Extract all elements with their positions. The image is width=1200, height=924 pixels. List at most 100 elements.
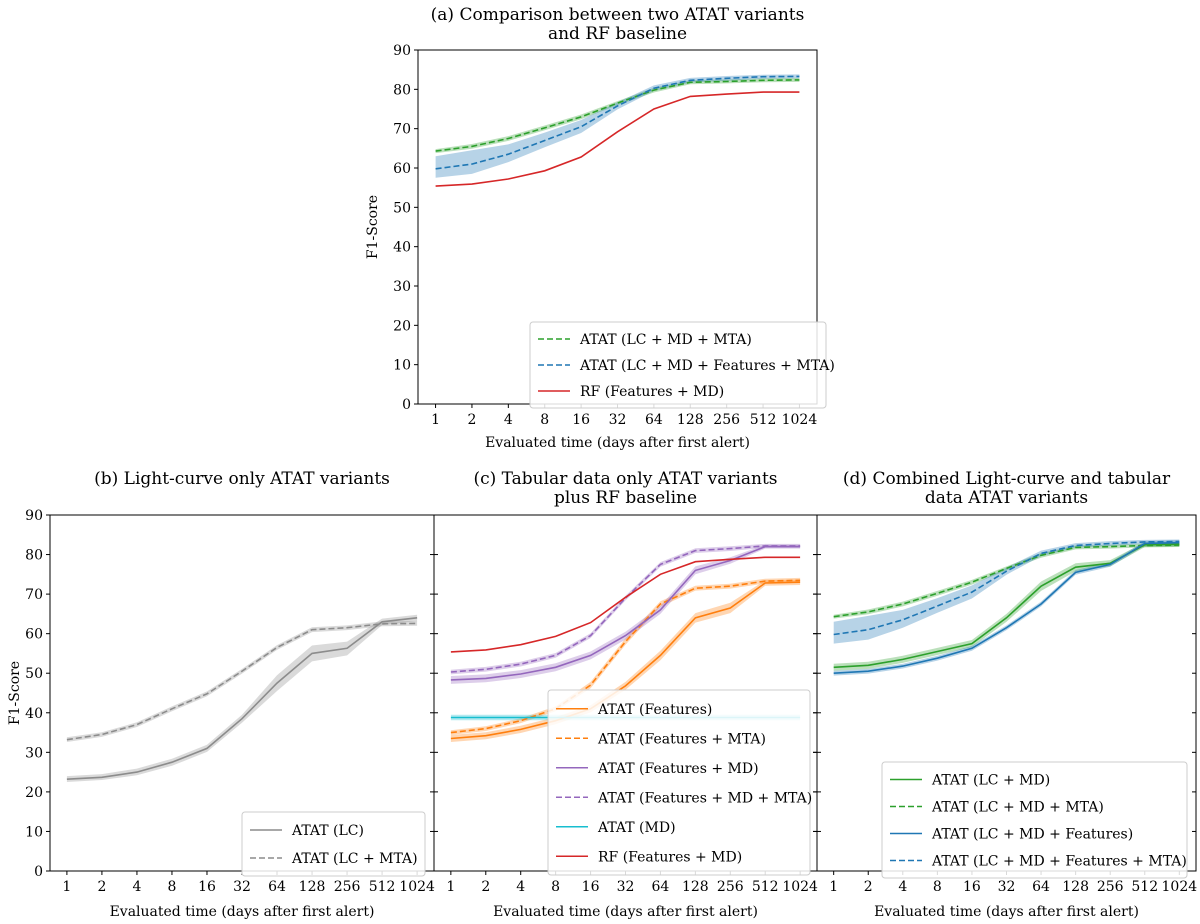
y-tick-label: 0 bbox=[34, 864, 43, 880]
x-tick-label: 32 bbox=[609, 412, 627, 428]
x-tick-label: 2 bbox=[467, 412, 476, 428]
x-tick-label: 16 bbox=[963, 879, 981, 895]
legend-label: ATAT (LC) bbox=[291, 823, 364, 839]
x-tick-label: 1024 bbox=[782, 412, 818, 428]
legend-label: ATAT (LC + MD + Features + MTA) bbox=[931, 854, 1187, 870]
x-tick-label: 256 bbox=[713, 412, 740, 428]
x-tick-label: 64 bbox=[268, 879, 286, 895]
chart-panel-c: (c) Tabular data only ATAT variantsplus … bbox=[430, 469, 818, 920]
x-tick-label: 64 bbox=[645, 412, 663, 428]
y-tick-label: 40 bbox=[393, 240, 411, 256]
legend-label: ATAT (Features + MD + MTA) bbox=[597, 790, 812, 806]
legend-box bbox=[529, 321, 827, 409]
y-tick-label: 20 bbox=[393, 318, 411, 334]
legend-label: ATAT (LC + MD + MTA) bbox=[579, 332, 752, 348]
x-tick-label: 32 bbox=[617, 879, 635, 895]
x-tick-label: 16 bbox=[198, 879, 216, 895]
y-tick-label: 40 bbox=[25, 706, 43, 722]
y-tick-label: 10 bbox=[393, 358, 411, 374]
confidence-band bbox=[66, 614, 418, 782]
series-line bbox=[833, 541, 1180, 674]
x-tick-label: 1024 bbox=[399, 879, 435, 895]
x-tick-label: 16 bbox=[582, 879, 600, 895]
chart-title: (c) Tabular data only ATAT variants bbox=[473, 469, 777, 489]
chart-panel-a: (a) Comparison between two ATAT variants… bbox=[365, 5, 835, 451]
y-tick-label: 90 bbox=[393, 43, 411, 59]
y-tick-label: 30 bbox=[25, 745, 43, 761]
series-line bbox=[833, 540, 1180, 636]
series-line bbox=[450, 581, 801, 740]
x-tick-label: 2 bbox=[864, 879, 873, 895]
x-tick-label: 8 bbox=[167, 879, 176, 895]
series-line bbox=[450, 545, 801, 673]
x-tick-label: 1024 bbox=[782, 879, 818, 895]
legend-label: ATAT (Features) bbox=[597, 702, 712, 718]
series-line bbox=[435, 91, 800, 187]
chart-title: plus RF baseline bbox=[554, 488, 697, 508]
chart-title: and RF baseline bbox=[548, 24, 687, 44]
series-line bbox=[66, 617, 418, 780]
x-axis-label: Evaluated time (days after first alert) bbox=[874, 904, 1139, 920]
legend-label: ATAT (Features + MTA) bbox=[597, 731, 766, 747]
legend: ATAT (LC + MD + MTA) ATAT (LC + MD + Feat… bbox=[529, 321, 835, 409]
x-tick-label: 128 bbox=[682, 879, 709, 895]
y-tick-label: 10 bbox=[25, 824, 43, 840]
y-axis-label: F1-Score bbox=[365, 195, 381, 259]
series-line bbox=[450, 579, 801, 734]
x-tick-label: 16 bbox=[572, 412, 590, 428]
x-tick-label: 4 bbox=[504, 412, 513, 428]
legend: ATAT (Features) ATAT (Features + MTA) ATAT… bbox=[547, 689, 812, 876]
confidence-band bbox=[833, 539, 1180, 644]
x-tick-label: 64 bbox=[1032, 879, 1050, 895]
x-tick-label: 8 bbox=[933, 879, 942, 895]
series-line bbox=[450, 556, 801, 653]
x-tick-label: 1 bbox=[431, 412, 440, 428]
y-tick-label: 60 bbox=[25, 627, 43, 643]
series-line bbox=[66, 622, 418, 741]
y-tick-label: 80 bbox=[25, 548, 43, 564]
y-tick-label: 90 bbox=[25, 508, 43, 524]
legend-box bbox=[241, 811, 426, 877]
x-tick-label: 2 bbox=[481, 879, 490, 895]
confidence-band bbox=[450, 544, 801, 684]
y-tick-label: 70 bbox=[25, 587, 43, 603]
legend-box bbox=[547, 689, 811, 876]
legend-label: RF (Features + MD) bbox=[598, 849, 742, 865]
chart-panel-d: (d) Combined Light-curve and tabulardata… bbox=[813, 469, 1197, 920]
y-tick-label: 50 bbox=[393, 200, 411, 216]
confidence-band bbox=[450, 543, 801, 675]
x-tick-label: 256 bbox=[717, 879, 744, 895]
legend-label: ATAT (LC + MTA) bbox=[291, 851, 418, 867]
x-tick-label: 4 bbox=[898, 879, 907, 895]
x-tick-label: 1 bbox=[829, 879, 838, 895]
chart-title: (b) Light-curve only ATAT variants bbox=[94, 469, 390, 489]
x-tick-label: 1 bbox=[446, 879, 455, 895]
chart-title: data ATAT variants bbox=[925, 488, 1088, 508]
legend-box bbox=[881, 761, 1188, 879]
chart-title: (a) Comparison between two ATAT variants bbox=[431, 5, 805, 25]
legend-label: ATAT (LC + MD + Features + MTA) bbox=[579, 358, 835, 374]
x-tick-label: 128 bbox=[299, 879, 326, 895]
x-tick-label: 128 bbox=[1062, 879, 1089, 895]
x-tick-label: 256 bbox=[1097, 879, 1124, 895]
chart-panel-b: (b) Light-curve only ATAT variants 0 10 20 3… bbox=[7, 469, 435, 920]
legend-label: ATAT (Features + MD) bbox=[597, 761, 759, 777]
x-tick-label: 2 bbox=[97, 879, 106, 895]
x-tick-label: 1024 bbox=[1162, 879, 1198, 895]
y-axis-label: F1-Score bbox=[7, 661, 23, 725]
legend-label: ATAT (MD) bbox=[597, 820, 676, 836]
x-tick-label: 256 bbox=[334, 879, 361, 895]
series-line bbox=[450, 545, 801, 681]
x-tick-label: 8 bbox=[551, 879, 560, 895]
y-tick-label: 60 bbox=[393, 161, 411, 177]
y-tick-label: 30 bbox=[393, 279, 411, 295]
x-tick-label: 4 bbox=[516, 879, 525, 895]
x-tick-label: 512 bbox=[369, 879, 396, 895]
y-tick-label: 20 bbox=[25, 785, 43, 801]
x-tick-label: 64 bbox=[652, 879, 670, 895]
legend: ATAT (LC + MD) ATAT (LC + MD + MTA) ATAT (… bbox=[881, 761, 1188, 879]
y-tick-label: 0 bbox=[402, 397, 411, 413]
x-tick-label: 1 bbox=[62, 879, 71, 895]
series-line bbox=[435, 75, 800, 170]
